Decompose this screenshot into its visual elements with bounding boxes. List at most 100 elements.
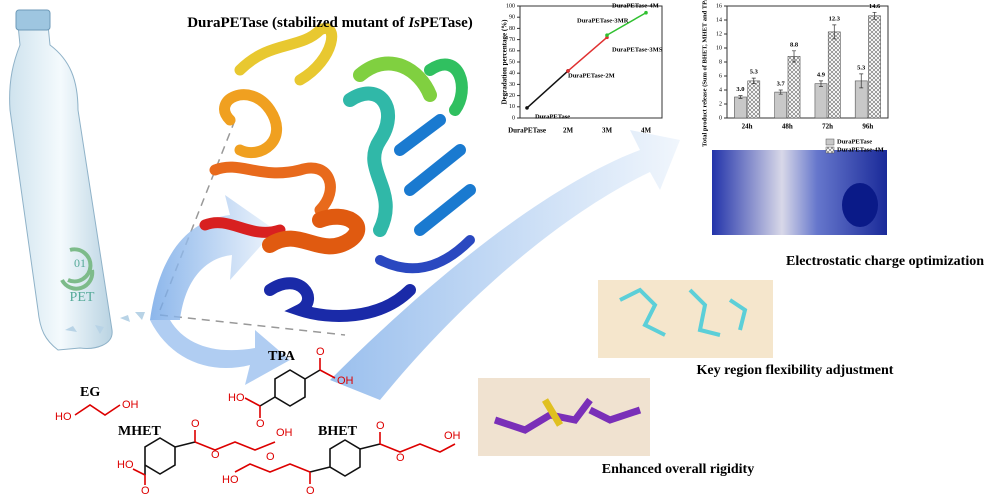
- molecule-mhet: MHET O O OH HO O: [117, 418, 293, 497]
- bar: [868, 15, 881, 119]
- atom: OH: [276, 427, 293, 439]
- y-tick-label: 40: [509, 71, 515, 77]
- bond: [259, 369, 321, 407]
- y-tick-label: 30: [509, 82, 515, 88]
- ribbon: [234, 23, 338, 86]
- bar: [774, 91, 788, 119]
- x-tick-label: 3M: [602, 127, 613, 135]
- molecule-name: EG: [80, 385, 100, 400]
- legend-swatch: [825, 138, 835, 146]
- surface-pocket: [842, 183, 878, 227]
- y-tick-label: 6: [719, 73, 722, 79]
- bond: [309, 439, 381, 477]
- title-part: DuraPETase (stabilized mutant of: [187, 15, 408, 31]
- feature-label: Electrostatic charge optimization: [786, 254, 984, 269]
- legend-label: DuraPETase-4M: [837, 146, 884, 153]
- line-chart: 0 10 20 30 40 50 60 70 80 90 100 Degradation percen…: [501, 2, 663, 134]
- y-tick-label: 16: [716, 3, 722, 9]
- error-bar: [818, 80, 823, 87]
- atom: O: [266, 451, 275, 463]
- annotation: DuraPETase-4M: [612, 2, 659, 9]
- x-tick-label: 48h: [782, 123, 793, 131]
- protein-structure: [199, 23, 476, 322]
- bottle: [9, 24, 113, 351]
- atom: O: [396, 452, 405, 464]
- bond: [74, 404, 121, 416]
- feature-label: Key region flexibility adjustment: [697, 363, 894, 378]
- error-bar: [832, 24, 837, 40]
- y-tick-label: 50: [509, 59, 515, 65]
- stick-model: [619, 287, 748, 337]
- bar: [787, 56, 801, 119]
- atom: HO: [228, 392, 245, 404]
- recycle-symbol: [60, 247, 95, 291]
- arrow: [150, 195, 275, 320]
- y-tick-label: 80: [509, 26, 515, 32]
- x-tick-label: DuraPETase: [508, 127, 546, 135]
- atom: HO: [117, 459, 134, 471]
- y-tick-label: 70: [509, 37, 515, 43]
- bond: [234, 432, 456, 484]
- y-tick-label: 8: [719, 59, 722, 65]
- atom: HO: [55, 411, 72, 423]
- atom: OH: [444, 430, 461, 442]
- disulfide-bond: [541, 398, 564, 427]
- y-tick-label: 14: [716, 17, 722, 23]
- bar: [734, 96, 747, 119]
- y-tick-label: 90: [509, 15, 515, 21]
- y-tick-label: 60: [509, 48, 515, 54]
- arrow: [330, 130, 680, 400]
- arrow: [150, 320, 290, 385]
- atom: O: [211, 449, 220, 461]
- x-tick-label: 96h: [862, 123, 873, 131]
- point: [605, 33, 609, 37]
- fragment: [65, 326, 77, 332]
- title-part: PETase): [420, 15, 473, 31]
- x-tick-label: 24h: [742, 123, 753, 131]
- molecule-eg: EG HO OH: [55, 385, 139, 423]
- value-label: 5.3: [750, 69, 759, 76]
- error-bar: [792, 50, 797, 63]
- error-bar: [751, 77, 756, 85]
- point: [644, 10, 648, 15]
- fragment: [120, 315, 130, 322]
- atom: HO: [222, 474, 239, 486]
- value-label: 4.9: [817, 71, 826, 78]
- fragment: [135, 312, 145, 320]
- y-tick-label: 20: [509, 93, 515, 99]
- error-bar: [738, 95, 743, 99]
- y-tick-label: 2: [719, 101, 722, 107]
- bond: [132, 430, 276, 485]
- molecule-bhet: BHET O O OH HO O O: [222, 420, 461, 497]
- error-bar: [859, 73, 864, 89]
- bar: [747, 80, 761, 119]
- series-line: [606, 12, 647, 36]
- legend-swatch: [825, 146, 835, 154]
- series-line: [526, 70, 569, 109]
- atom: OH: [122, 399, 139, 411]
- feature-label: Enhanced overall rigidity: [602, 462, 754, 477]
- bond: [144, 437, 196, 475]
- y-tick-label: 10: [509, 104, 515, 110]
- bar-chart: 0 2 4 6 8 10 12 14 16 Total product release (Sum …: [701, 0, 889, 154]
- x-tick-label: 4M: [641, 127, 652, 135]
- x-tick-label: 72h: [822, 123, 833, 131]
- ribbon: [343, 86, 396, 237]
- title-part: Is: [407, 15, 420, 31]
- bar: [814, 83, 828, 119]
- ribbon: [219, 89, 282, 159]
- y-tick-label: 12: [716, 31, 722, 37]
- error-bar: [872, 11, 877, 20]
- fragment: [95, 325, 104, 334]
- ribbon: [353, 56, 437, 102]
- ribbon: [264, 277, 416, 322]
- atom: OH: [337, 375, 354, 387]
- y-tick-label: 100: [506, 3, 515, 9]
- atom: O: [306, 485, 315, 497]
- legend-label: DuraPETase: [837, 138, 872, 145]
- recycle-code: 01: [74, 256, 86, 270]
- ribbon: [199, 217, 286, 238]
- value-label: 8.8: [790, 41, 799, 48]
- atom: O: [141, 485, 150, 497]
- ribbon: [209, 161, 336, 216]
